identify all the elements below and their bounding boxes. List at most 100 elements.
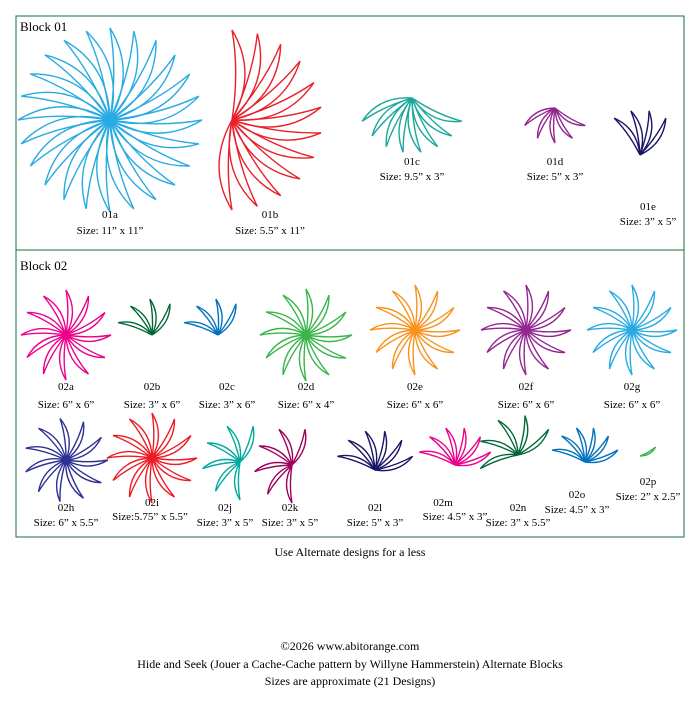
design-icon <box>202 425 255 501</box>
petal <box>112 434 153 459</box>
petal <box>414 306 455 331</box>
petal <box>584 449 619 464</box>
petal <box>525 284 534 331</box>
copyright: ©2026 www.abitorange.com <box>281 639 420 653</box>
petal <box>586 322 633 331</box>
petal <box>291 429 307 466</box>
petal <box>26 334 67 359</box>
petal <box>65 295 90 336</box>
petal <box>631 290 656 331</box>
petal <box>109 54 176 121</box>
petal <box>347 439 376 471</box>
petal <box>38 427 67 461</box>
design-id: 02e <box>407 381 423 393</box>
petal <box>214 461 241 492</box>
design-id: 02d <box>298 381 315 393</box>
petal <box>639 446 657 457</box>
petal <box>217 303 237 336</box>
design-icon <box>369 284 461 376</box>
petal <box>518 329 527 376</box>
design-id: 02n <box>510 502 527 514</box>
design-size: Size: 6” x 4” <box>278 399 335 411</box>
petal <box>554 107 574 139</box>
petal <box>536 107 556 139</box>
petal <box>631 306 672 331</box>
petal <box>631 329 672 354</box>
footer-subtitle: Sizes are approximate (21 Designs) <box>265 674 436 688</box>
petal <box>517 415 529 456</box>
petal <box>151 418 176 459</box>
petal <box>298 334 307 382</box>
petal <box>65 421 85 461</box>
petal <box>65 334 106 359</box>
petal <box>525 290 550 331</box>
petal <box>44 54 111 121</box>
design-size: Size: 3” x 6” <box>124 399 181 411</box>
design-icon <box>254 428 307 504</box>
petal <box>109 40 157 121</box>
petal <box>25 458 67 473</box>
petal <box>374 455 414 472</box>
petal <box>278 428 294 466</box>
petal <box>144 457 153 504</box>
design-id: 02o <box>569 489 586 501</box>
petal <box>109 119 190 167</box>
petal <box>151 457 176 498</box>
petal <box>374 430 388 471</box>
petal <box>305 334 353 343</box>
petal <box>414 329 439 370</box>
petal <box>414 329 455 354</box>
petal <box>59 417 70 461</box>
petal <box>55 459 67 502</box>
petal <box>631 329 656 370</box>
petal <box>109 95 200 125</box>
design-size: Size: 6” x 6” <box>604 399 661 411</box>
design-icon <box>218 29 322 211</box>
petal <box>479 453 519 470</box>
design-icon <box>479 415 550 470</box>
petal <box>42 334 67 375</box>
design-size: Size: 3” x 5.5” <box>486 517 551 529</box>
petal <box>414 290 439 331</box>
petal <box>58 334 67 381</box>
petal <box>218 119 233 211</box>
petal <box>391 329 416 370</box>
petal <box>239 426 255 463</box>
petal <box>128 457 153 498</box>
petal <box>480 322 527 331</box>
petal <box>525 329 550 370</box>
petal <box>584 427 596 463</box>
petal <box>109 119 176 186</box>
design-id: 02m <box>433 497 453 509</box>
petal <box>361 97 413 122</box>
petal <box>258 445 293 466</box>
design-id: 02p <box>640 476 657 488</box>
design-id: 01e <box>640 201 656 213</box>
petal <box>454 436 482 466</box>
petal <box>411 97 463 123</box>
petal <box>130 305 153 336</box>
petal <box>551 448 586 463</box>
design-id: 02a <box>58 381 74 393</box>
design-icon <box>20 289 112 381</box>
petal <box>37 459 67 493</box>
design-id: 02f <box>519 381 534 393</box>
design-icon <box>106 412 198 504</box>
petal <box>106 450 153 459</box>
petal <box>26 311 67 336</box>
design-icon <box>17 27 203 213</box>
design-icon <box>259 288 353 382</box>
petal <box>305 334 330 376</box>
petal <box>266 464 293 495</box>
design-size: Size: 5.5” x 11” <box>235 225 305 237</box>
petal <box>407 97 422 153</box>
petal <box>305 288 314 336</box>
petal <box>65 334 90 375</box>
petal <box>608 290 633 331</box>
petal <box>202 458 241 470</box>
design-size: Size: 11” x 11” <box>77 225 144 237</box>
petal <box>375 329 416 354</box>
petal <box>502 290 527 331</box>
petal <box>364 430 378 471</box>
design-id: 02k <box>282 502 299 514</box>
